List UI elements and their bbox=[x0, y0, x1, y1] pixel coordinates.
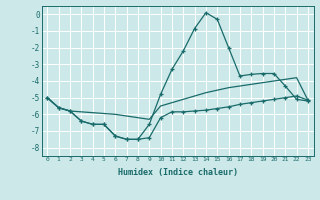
X-axis label: Humidex (Indice chaleur): Humidex (Indice chaleur) bbox=[118, 168, 237, 177]
